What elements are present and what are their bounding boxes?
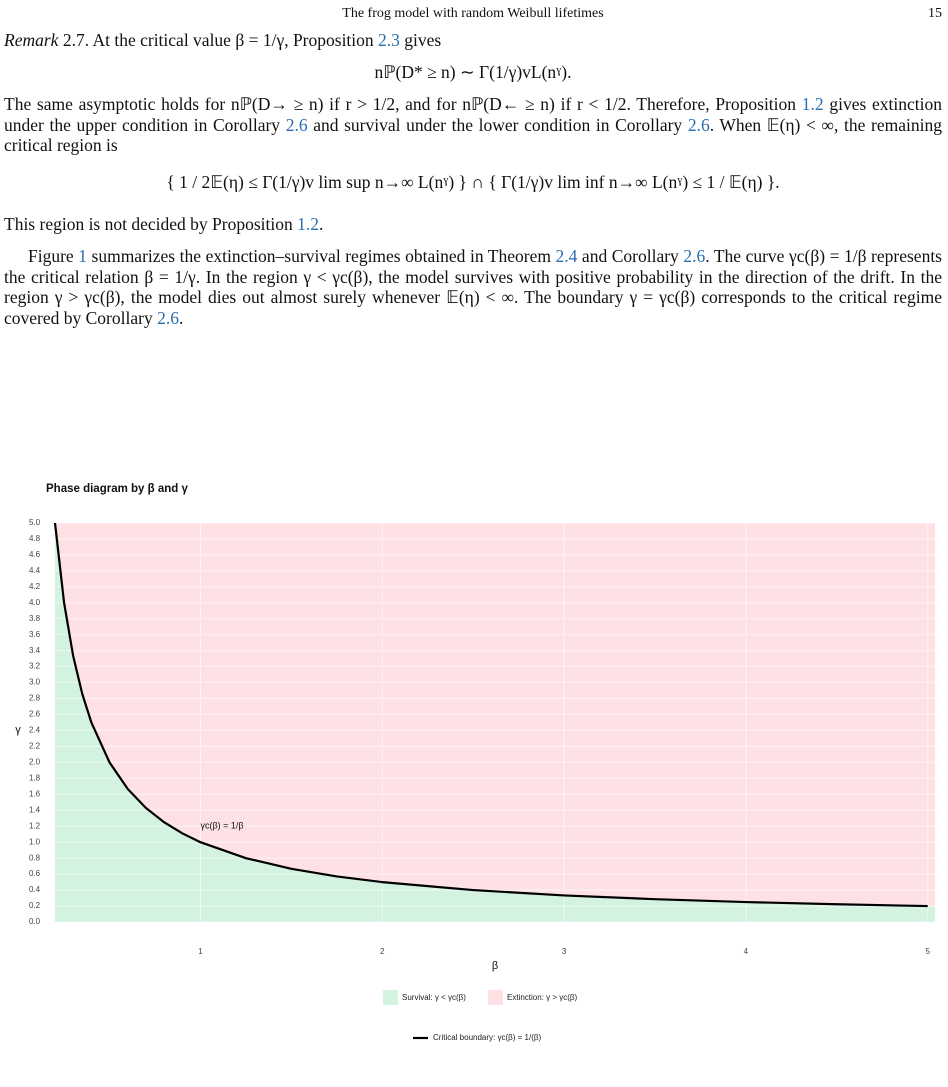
y-tick-label: 4.2 <box>29 582 41 591</box>
x-tick-label: 2 <box>380 947 385 956</box>
text: . <box>178 307 184 328</box>
text: gives extinction under the upper conditi… <box>4 94 942 135</box>
text: . The curve γc(β) = 1/β represents the c… <box>4 246 942 328</box>
y-tick-label: 2.6 <box>29 710 41 719</box>
equation: nℙ(D* ≥ n) ∼ Γ(1/γ)vL(nˠ). <box>374 62 572 82</box>
y-tick-label: 3.8 <box>29 614 41 623</box>
y-tick-label: 5.0 <box>29 518 41 527</box>
equation: { 1 / 2𝔼(η) ≤ Γ(1/γ)v lim sup n→∞ L(nˠ) … <box>166 172 780 192</box>
cross-reference[interactable]: 2.6 <box>687 114 710 135</box>
text: 2.7. At the critical value β = 1/γ, Prop… <box>58 30 379 50</box>
text: . <box>318 214 324 234</box>
text: The same asymptotic holds for nℙ(D→ ≥ n)… <box>4 94 802 114</box>
y-tick-label: 3.2 <box>29 662 41 671</box>
y-tick-label: 1.8 <box>29 773 41 782</box>
boundary-line <box>53 522 928 908</box>
y-tick-label: 4.6 <box>29 550 41 559</box>
text: . When 𝔼(η) < ∞, the remaining critical … <box>4 114 942 156</box>
text: gives <box>399 30 442 50</box>
cross-reference[interactable]: 2.4 <box>555 246 578 266</box>
y-tick-label: 4.0 <box>29 598 41 607</box>
cross-reference[interactable]: 1 <box>78 246 87 266</box>
x-tick-label: 1 <box>198 947 203 956</box>
text: summarizes the extinction–survival regim… <box>86 246 556 266</box>
cross-reference[interactable]: 2.6 <box>285 114 308 135</box>
cross-reference[interactable]: 2.6 <box>157 307 179 328</box>
text: This region is not decided by Propositio… <box>4 214 298 234</box>
paragraph: The same asymptotic holds for nℙ(D→ ≥ n)… <box>4 94 942 156</box>
x-axis-label: β <box>492 960 498 972</box>
y-tick-label: 2.0 <box>29 758 41 767</box>
y-tick-label: 2.4 <box>29 726 41 735</box>
running-title: The frog model with random Weibull lifet… <box>342 6 604 21</box>
paragraph: This region is not decided by Propositio… <box>4 214 942 235</box>
y-tick-label: 4.8 <box>29 534 41 543</box>
y-tick-label: 4.4 <box>29 566 41 575</box>
text: and survival under the lower condition i… <box>307 114 688 135</box>
page-number: 15 <box>928 6 942 21</box>
y-tick-label: 3.4 <box>29 646 41 655</box>
chart-title: Phase diagram by β and γ <box>46 483 188 495</box>
y-tick-label: 1.4 <box>29 805 41 814</box>
y-tick-label: 2.8 <box>29 694 41 703</box>
annotation: γc(β) = 1/β <box>200 821 243 831</box>
y-tick-label: 0.6 <box>29 869 41 878</box>
legend-label: Extinction: γ > γc(β) <box>507 993 578 1002</box>
cross-reference[interactable]: 1.2 <box>297 214 319 234</box>
y-axis-label: γ <box>15 724 21 736</box>
cross-reference[interactable]: 2.3 <box>378 30 400 50</box>
y-tick-label: 1.2 <box>29 821 41 830</box>
y-tick-label: 3.0 <box>29 678 41 687</box>
y-tick-label: 0.0 <box>29 917 41 926</box>
x-tick-label: 5 <box>926 947 931 956</box>
y-tick-label: 0.2 <box>29 901 41 910</box>
text: Figure <box>28 246 79 266</box>
y-tick-label: 0.4 <box>29 885 41 894</box>
legend-label: Critical boundary: γc(β) = 1/(β) <box>433 1033 541 1042</box>
legend-swatch <box>383 990 398 1005</box>
cross-reference[interactable]: 2.6 <box>683 246 706 266</box>
chart: 0.0 0.2 0.4 0.6 0.8 1.0 1.2 1.4 1.6 1.8 2.0 2.2 2.4 2… <box>15 483 935 1042</box>
y-tick-label: 0.8 <box>29 853 41 862</box>
remark: Remark 2.7. At the critical value β = 1/… <box>4 30 942 51</box>
x-tick-label: 4 <box>744 947 749 956</box>
survival-region <box>55 523 935 922</box>
y-tick-label: 3.6 <box>29 630 41 639</box>
y-tick-label: 1.6 <box>29 789 41 798</box>
y-tick-label: 2.2 <box>29 742 41 751</box>
y-tick-label: 1.0 <box>29 837 41 846</box>
x-tick-label: 3 <box>562 947 567 956</box>
cross-reference[interactable]: 1.2 <box>801 94 824 114</box>
legend-label: Survival: γ < γc(β) <box>402 993 466 1002</box>
text: Remark <box>4 30 59 50</box>
paragraph: Figure 1 summarizes the extinction–survi… <box>4 246 942 328</box>
legend-swatch <box>488 990 503 1005</box>
text: and Corollary <box>577 246 684 266</box>
